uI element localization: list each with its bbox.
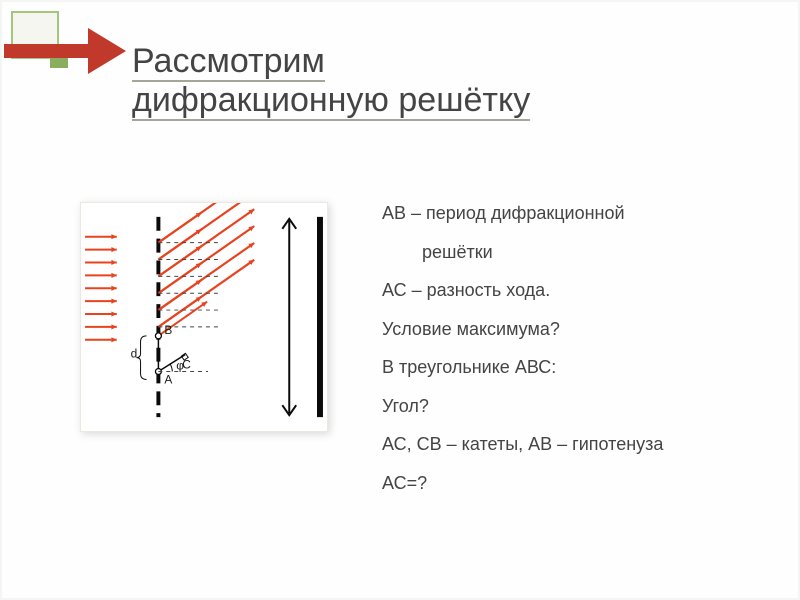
diffracted-arrow xyxy=(158,203,254,260)
point-b xyxy=(155,333,161,339)
incident-arrow xyxy=(85,337,117,342)
diffraction-diagram: BCAφd xyxy=(80,202,328,432)
triangle-abc: BCAφd xyxy=(131,302,208,387)
incident-arrow xyxy=(85,247,117,252)
bullet-item: Угол? xyxy=(382,395,762,418)
diffracted-arrow-mid xyxy=(158,229,201,259)
diffracted-arrow-mid xyxy=(158,246,201,276)
incident-arrow xyxy=(85,286,117,291)
bullet-list: АВ – период дифракционной решётки АС – раз… xyxy=(382,202,762,510)
diffraction-svg: BCAφd xyxy=(81,203,327,431)
slide: Рассмотрим дифракционную решётку BCAφd А… xyxy=(0,0,800,600)
page-title: Рассмотрим дифракционную решётку xyxy=(132,42,530,120)
label-d: d xyxy=(131,347,138,361)
incident-arrows-group xyxy=(85,234,117,342)
screen-bar xyxy=(317,217,323,417)
incident-arrow xyxy=(85,260,117,265)
title-line-2: дифракционную решётку xyxy=(132,81,530,121)
bullet-item: АС=? xyxy=(382,472,762,495)
arrow-corner-decoration xyxy=(2,2,142,142)
diffracted-arrow-mid xyxy=(158,263,201,293)
bullet-item: АС, СВ – катеты, АВ – гипотенуза xyxy=(382,433,762,456)
incident-arrow xyxy=(85,273,117,278)
label-a: A xyxy=(164,372,172,386)
incident-arrow xyxy=(85,299,117,304)
brace-d xyxy=(137,336,147,380)
bullet-item: В треугольнике АВС: xyxy=(382,356,762,379)
incident-arrow xyxy=(85,234,117,239)
incident-arrow xyxy=(85,311,117,316)
label-b: B xyxy=(164,323,172,337)
diffracted-arrow-mid xyxy=(158,280,201,310)
incident-arrow xyxy=(85,324,117,329)
title-line-1: Рассмотрим xyxy=(132,42,325,82)
bullet-item: Условие максимума? xyxy=(382,318,762,341)
bullet-item: АВ – период дифракционной xyxy=(382,202,762,225)
bullet-item: АС – разность хода. xyxy=(382,279,762,302)
label-phi: φ xyxy=(176,359,184,373)
lens-symbol xyxy=(282,219,296,415)
diffracted-arrows-group xyxy=(158,203,254,327)
angle-arc xyxy=(170,364,173,372)
bullet-item: решётки xyxy=(382,241,762,264)
diffracted-arrow-mid xyxy=(158,212,201,242)
